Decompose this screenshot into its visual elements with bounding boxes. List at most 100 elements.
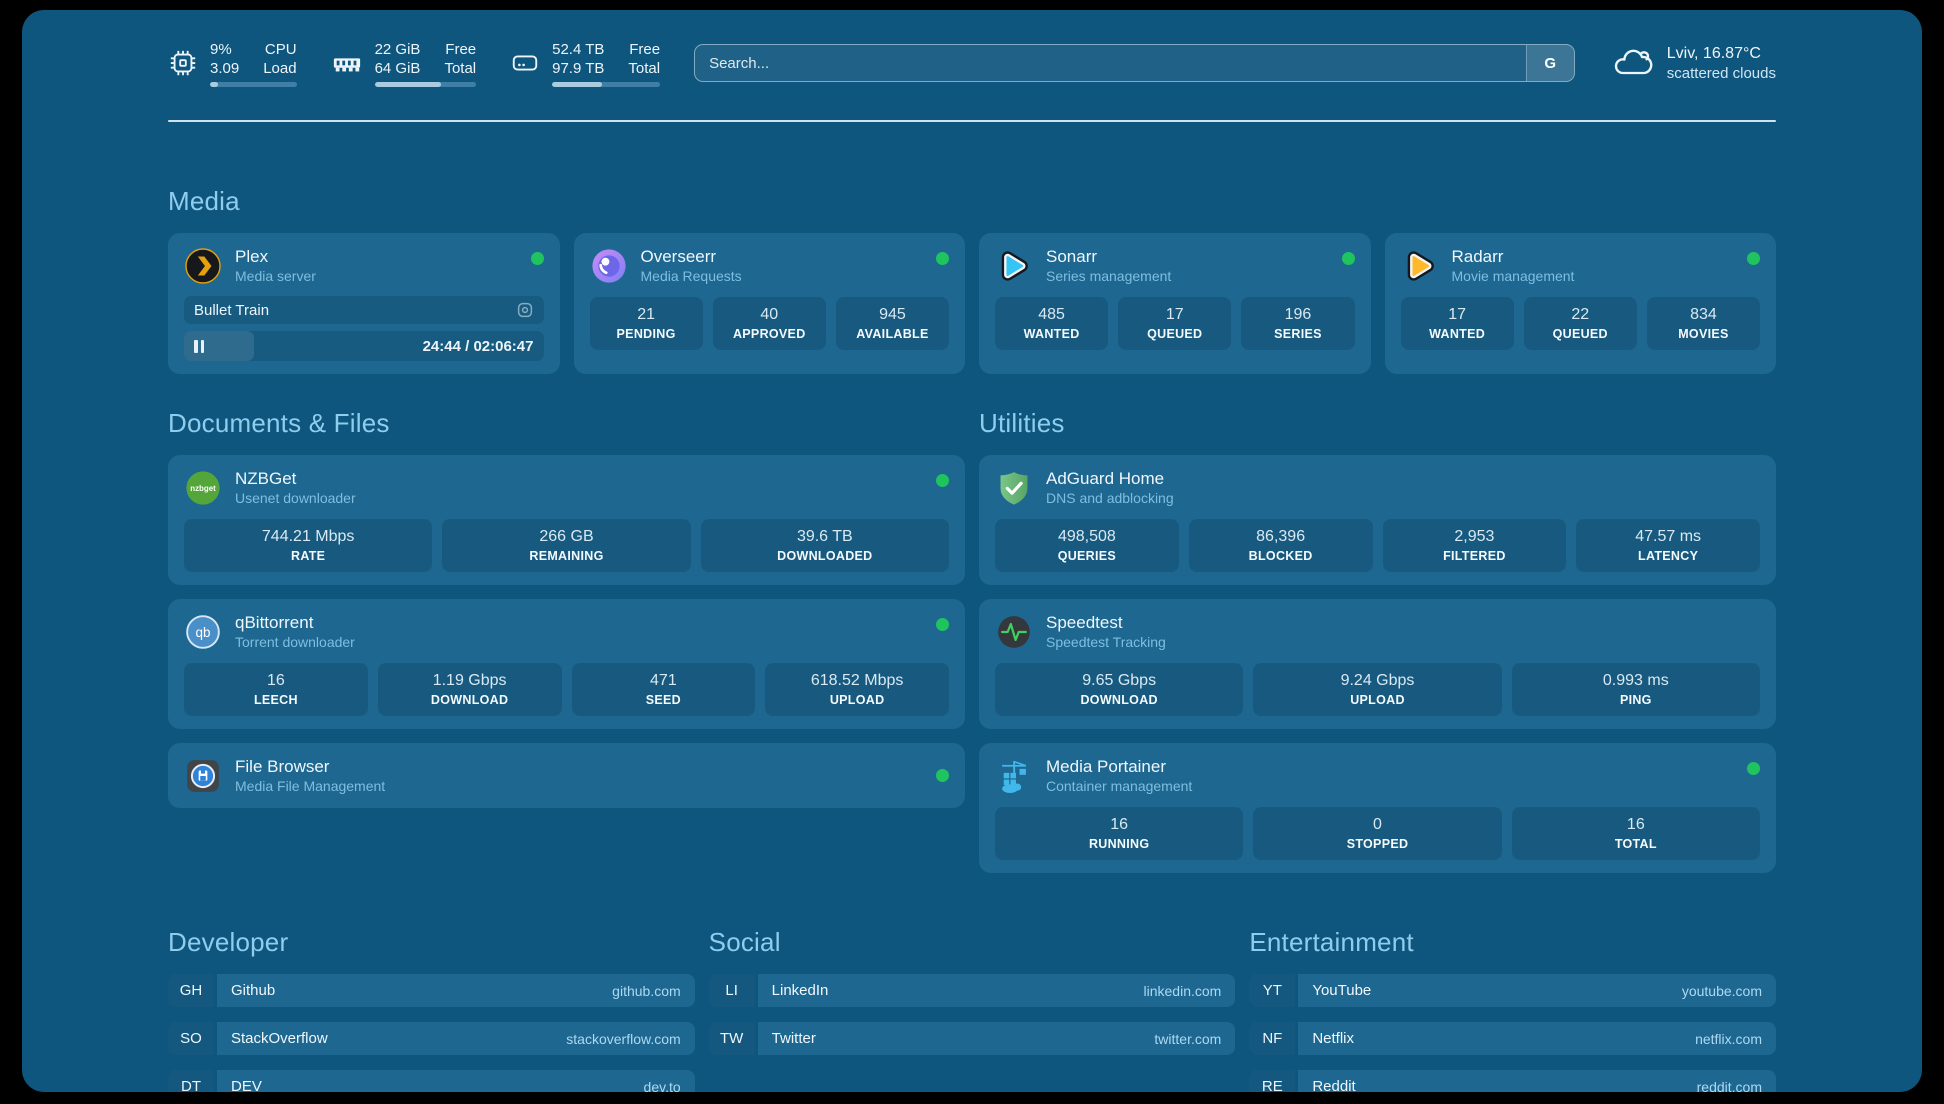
- plex-playback-bar: 24:44 / 02:06:47: [184, 331, 544, 361]
- nzbget-icon: nzbget: [186, 470, 220, 505]
- speedtest-icon: [998, 615, 1030, 648]
- link-github[interactable]: GH Github github.com: [168, 974, 695, 1007]
- section-documents: Documents & Files nzbget NZBGet Usenet d…: [168, 408, 965, 873]
- sonarr-stat-queued: 17 QUEUED: [1118, 297, 1232, 350]
- speedtest-stat-ping: 0.993 ms PING: [1511, 663, 1760, 716]
- adguard-icon: [1000, 471, 1028, 505]
- radarr-stat-wanted: 17 WANTED: [1400, 297, 1514, 350]
- qbittorrent-subtitle: Torrent downloader: [235, 634, 355, 650]
- weather-condition: scattered clouds: [1666, 64, 1776, 82]
- overseerr-status-dot: [936, 252, 949, 265]
- section-title-social: Social: [708, 927, 781, 957]
- speedtest-stat-upload: 9.24 Gbps UPLOAD: [1253, 663, 1502, 716]
- header-divider: [168, 120, 1776, 122]
- qbittorrent-stat-leech: 16 LEECH: [184, 663, 368, 716]
- cpu-progress-bar: [210, 81, 297, 87]
- qbittorrent-stat-seed: 471 SEED: [571, 663, 756, 716]
- session-icon: [517, 302, 532, 318]
- sonarr-stat-series: 196 SERIES: [1241, 297, 1355, 350]
- card-overseerr[interactable]: Overseerr Media Requests 21 PENDING 40 APP…: [573, 233, 965, 374]
- plex-now-playing-row: Bullet Train: [184, 296, 544, 324]
- link-dev[interactable]: DT DEV dev.to: [168, 1070, 695, 1092]
- filebrowser-status-dot: [936, 769, 949, 782]
- link-youtube[interactable]: YT YouTube youtube.com: [1249, 974, 1776, 1007]
- section-title-developer: Developer: [168, 927, 289, 957]
- memory-stat: 22 GiB 64 GiB Free Total: [331, 40, 477, 87]
- card-sonarr[interactable]: Sonarr Series management 485 WANTED 17 QUE…: [979, 233, 1371, 374]
- storage-total-value: 97.9 TB: [552, 59, 605, 77]
- cloud-icon: [1614, 49, 1653, 75]
- search-bar: G: [694, 44, 1575, 82]
- overseerr-stat-approved: 40 APPROVED: [712, 297, 826, 350]
- card-filebrowser[interactable]: File Browser Media File Management: [168, 743, 965, 808]
- portainer-subtitle: Container management: [1046, 778, 1193, 794]
- qbittorrent-status-dot: [936, 618, 949, 631]
- link-reddit[interactable]: RE Reddit reddit.com: [1249, 1070, 1776, 1092]
- memory-total-value: 64 GiB: [374, 59, 421, 77]
- load-label: Load: [263, 59, 297, 77]
- search-engine-button[interactable]: G: [1525, 45, 1574, 81]
- link-github-abbr: GH: [168, 974, 214, 1007]
- sonarr-status-dot: [1341, 252, 1355, 265]
- storage-progress-bar: [552, 81, 661, 87]
- nzbget-status-dot: [936, 474, 949, 487]
- card-adguard[interactable]: AdGuard Home DNS and adblocking 498,508 Q…: [979, 455, 1776, 585]
- memory-total-label: Total: [444, 59, 477, 77]
- plex-name: Plex: [235, 247, 269, 266]
- link-youtube-abbr: YT: [1249, 974, 1296, 1007]
- nzbget-stat-rate: 744.21 Mbps RATE: [184, 519, 433, 572]
- qbittorrent-stat-download: 1.19 Gbps DOWNLOAD: [377, 663, 562, 716]
- plex-subtitle: Media server: [235, 268, 316, 284]
- radarr-name: Radarr: [1451, 247, 1504, 266]
- speedtest-subtitle: Speedtest Tracking: [1046, 634, 1166, 650]
- portainer-stat-running: 16 RUNNING: [995, 807, 1244, 860]
- card-speedtest[interactable]: Speedtest Speedtest Tracking 9.65 Gbps DO…: [979, 599, 1776, 729]
- speedtest-stat-download: 9.65 Gbps DOWNLOAD: [995, 663, 1244, 716]
- plex-status-dot: [530, 252, 544, 265]
- search-input[interactable]: [695, 45, 1526, 81]
- svg-text:qb: qb: [196, 624, 211, 639]
- link-twitter[interactable]: TW Twitter twitter.com: [708, 1022, 1236, 1055]
- plex-now-playing-title: Bullet Train: [194, 301, 270, 319]
- cpu-usage-value: 9%: [210, 40, 232, 58]
- sonarr-name: Sonarr: [1046, 247, 1098, 266]
- link-stackoverflow[interactable]: SO StackOverflow stackoverflow.com: [168, 1022, 695, 1055]
- plex-icon: [185, 247, 221, 284]
- pause-icon[interactable]: [194, 339, 204, 353]
- ram-icon: [333, 58, 360, 72]
- nzbget-name: NZBGet: [235, 469, 297, 488]
- speedtest-name: Speedtest: [1046, 613, 1123, 632]
- nzbget-subtitle: Usenet downloader: [235, 490, 356, 506]
- link-twitter-abbr: TW: [708, 1022, 755, 1055]
- filebrowser-icon: [187, 759, 219, 792]
- memory-progress-bar: [374, 81, 477, 87]
- storage-free-label: Free: [629, 40, 661, 58]
- weather-location-temp: Lviv, 16.87°C: [1666, 44, 1761, 62]
- sonarr-subtitle: Series management: [1046, 268, 1172, 284]
- card-qbittorrent[interactable]: qb qBittorrent Torrent downloader 16 LEEC…: [168, 599, 965, 729]
- qbittorrent-name: qBittorrent: [235, 613, 314, 632]
- card-plex[interactable]: Plex Media server Bullet Train 24:44 / 0…: [168, 233, 560, 374]
- card-nzbget[interactable]: nzbget NZBGet Usenet downloader 744.21 M…: [168, 455, 965, 585]
- adguard-stat-queries: 498,508 QUERIES: [995, 519, 1179, 572]
- card-radarr[interactable]: Radarr Movie management 17 WANTED 22 QUEUE…: [1384, 233, 1776, 374]
- adguard-stat-latency: 47.57 ms LATENCY: [1576, 519, 1760, 572]
- cpu-label: CPU: [264, 40, 297, 58]
- link-linkedin-abbr: LI: [708, 974, 755, 1007]
- overseerr-subtitle: Media Requests: [640, 268, 742, 284]
- sonarr-stat-wanted: 485 WANTED: [995, 297, 1109, 350]
- link-netflix-abbr: NF: [1249, 1022, 1296, 1055]
- section-utilities: Utilities AdGuard Home DNS and adb: [979, 408, 1776, 873]
- qbittorrent-stat-upload: 618.52 Mbps UPLOAD: [765, 663, 949, 716]
- link-netflix[interactable]: NF Netflix netflix.com: [1249, 1022, 1776, 1055]
- filebrowser-subtitle: Media File Management: [235, 778, 386, 794]
- link-linkedin[interactable]: LI LinkedIn linkedin.com: [708, 974, 1236, 1007]
- dashboard-root: 9% 3.09 CPU Load 22 GiB 64 GiB Free Total: [22, 10, 1922, 1092]
- adguard-subtitle: DNS and adblocking: [1046, 490, 1174, 506]
- link-reddit-abbr: RE: [1249, 1070, 1296, 1092]
- overseerr-name: Overseerr: [640, 247, 717, 266]
- qbittorrent-icon: qb: [186, 614, 220, 649]
- radarr-status-dot: [1747, 252, 1760, 265]
- section-title-utilities: Utilities: [979, 408, 1065, 438]
- card-portainer[interactable]: Media Portainer Container management 16 R…: [979, 743, 1776, 873]
